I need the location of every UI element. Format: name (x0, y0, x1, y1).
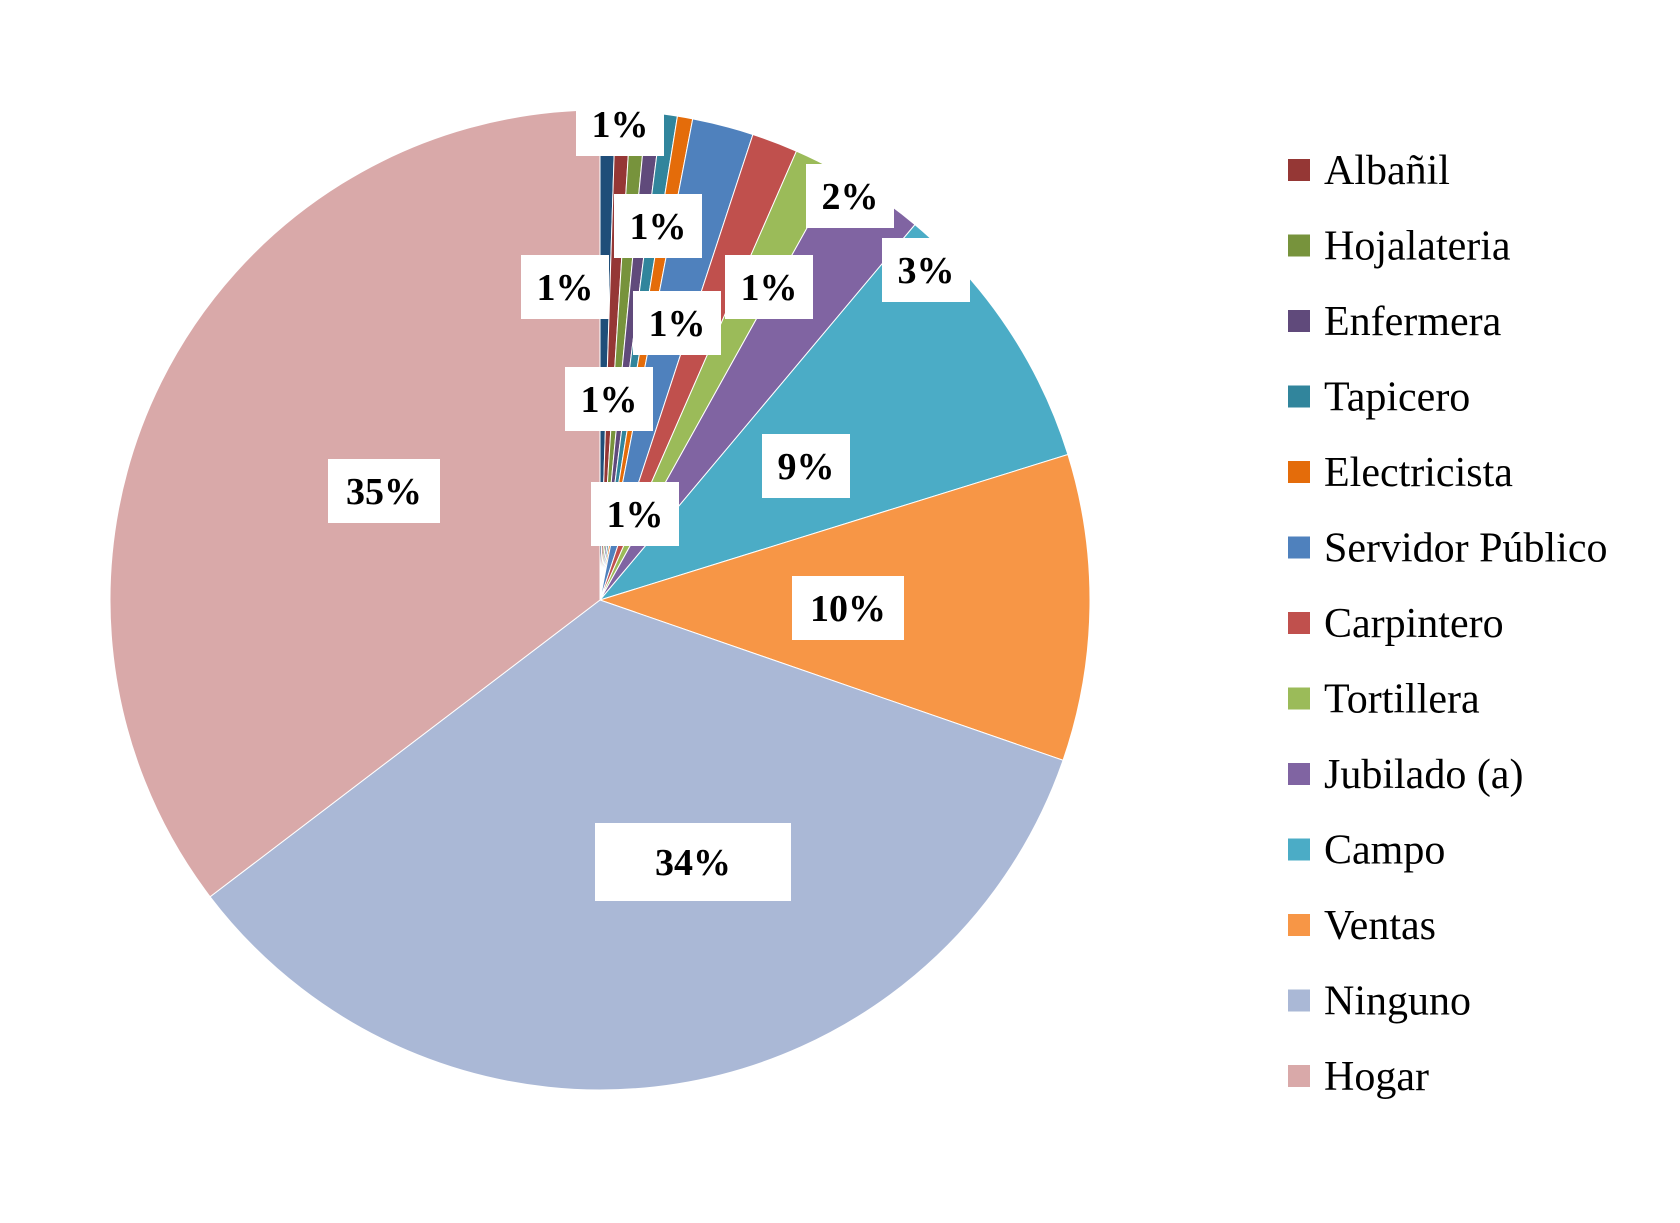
data-label-box (576, 92, 664, 156)
data-label-text: 1% (630, 206, 687, 248)
legend-label: Tortillera (1324, 677, 1480, 723)
data-label-text: 10% (810, 588, 886, 630)
data-label-text: 1% (581, 379, 638, 421)
legend-item-tortillera: Tortillera (1288, 677, 1480, 723)
legend-item-tapicero: Tapicero (1288, 375, 1470, 421)
data-label-box (521, 255, 609, 319)
data-label-text: 2% (822, 176, 879, 218)
data-label-box (762, 434, 850, 498)
legend-item-jubilado-a: Jubilado (a) (1288, 752, 1523, 798)
data-label-text: 3% (898, 250, 955, 292)
data-label-ninguno: 34% (595, 823, 791, 901)
legend-label: Ventas (1324, 903, 1436, 949)
data-label-tapicero: 1% (633, 291, 721, 355)
data-label-box (595, 823, 791, 901)
legend-item-ventas: Ventas (1288, 903, 1436, 949)
legend-label: Hojalateria (1324, 224, 1511, 270)
data-label-box (792, 576, 904, 640)
legend-label: Campo (1324, 828, 1445, 874)
data-label-jubilado-a: 3% (882, 238, 970, 302)
data-label-text: 9% (778, 446, 835, 488)
legend-label: Tapicero (1324, 375, 1470, 421)
data-label-campo: 9% (762, 434, 850, 498)
data-label-tortillera: 2% (806, 164, 894, 228)
data-label-box (591, 482, 679, 546)
data-label-text: 34% (655, 842, 731, 884)
data-label-box (882, 238, 970, 302)
legend-item-servidor-publico: Servidor Público (1288, 526, 1607, 572)
legend-swatch (1288, 1065, 1310, 1087)
legend-swatch (1288, 536, 1310, 559)
legend-swatch (1288, 461, 1310, 483)
data-label-hojalateria: 1% (521, 255, 609, 319)
legend-swatch (1288, 234, 1310, 257)
legend-label: Servidor Público (1324, 526, 1607, 572)
legend-swatch (1288, 159, 1310, 181)
data-label-box (633, 291, 721, 355)
data-label-ventas: 10% (792, 576, 904, 640)
data-label-albanil: 1% (576, 92, 664, 156)
data-label-text: 1% (592, 104, 649, 146)
legend-item-hogar: Hogar (1288, 1054, 1429, 1100)
legend-swatch (1288, 914, 1310, 936)
legend-swatch (1288, 763, 1310, 785)
data-label-enfermera: 1% (614, 194, 702, 258)
legend-label: Ninguno (1324, 979, 1471, 1025)
legend-item-hojalateria: Hojalateria (1288, 224, 1511, 270)
legend-swatch (1288, 385, 1310, 408)
data-label-carpintero: 1% (725, 255, 813, 319)
data-label-text: 1% (607, 494, 664, 536)
data-label-box (328, 459, 440, 523)
data-label-text: 35% (346, 471, 422, 513)
legend-swatch (1288, 838, 1310, 861)
legend-swatch (1288, 310, 1310, 332)
legend-swatch (1288, 612, 1310, 634)
legend-label: Carpintero (1324, 601, 1504, 647)
legend-label: Jubilado (a) (1324, 752, 1523, 798)
data-label-box (806, 164, 894, 228)
data-label-box (614, 194, 702, 258)
legend: Albañil Hojalateria Enfermera Tapicero Elect… (1288, 148, 1607, 1100)
data-label-text: 1% (537, 267, 594, 309)
legend-label: Enfermera (1324, 299, 1502, 345)
data-label-text: 1% (649, 303, 706, 345)
pie-data-labels: 1% 1% 1% 1% 1% 1% 1% 2% 3% 9% 10% 34% 35% (328, 92, 970, 901)
data-label-servidor-publico: 1% (591, 482, 679, 546)
data-label-text: 1% (741, 267, 798, 309)
data-label-hogar: 35% (328, 459, 440, 523)
legend-item-albanil: Albañil (1288, 148, 1450, 194)
data-label-electricista: 1% (565, 367, 653, 431)
data-label-box (725, 255, 813, 319)
legend-swatch (1288, 989, 1310, 1012)
legend-label: Electricista (1324, 450, 1513, 496)
legend-swatch (1288, 687, 1310, 710)
legend-label: Albañil (1324, 148, 1450, 194)
legend-item-electricista: Electricista (1288, 450, 1513, 496)
data-label-box (565, 367, 653, 431)
legend-item-carpintero: Carpintero (1288, 601, 1504, 647)
legend-item-enfermera: Enfermera (1288, 299, 1502, 345)
legend-item-ninguno: Ninguno (1288, 979, 1471, 1025)
legend-label: Hogar (1324, 1054, 1429, 1100)
legend-item-campo: Campo (1288, 828, 1445, 874)
